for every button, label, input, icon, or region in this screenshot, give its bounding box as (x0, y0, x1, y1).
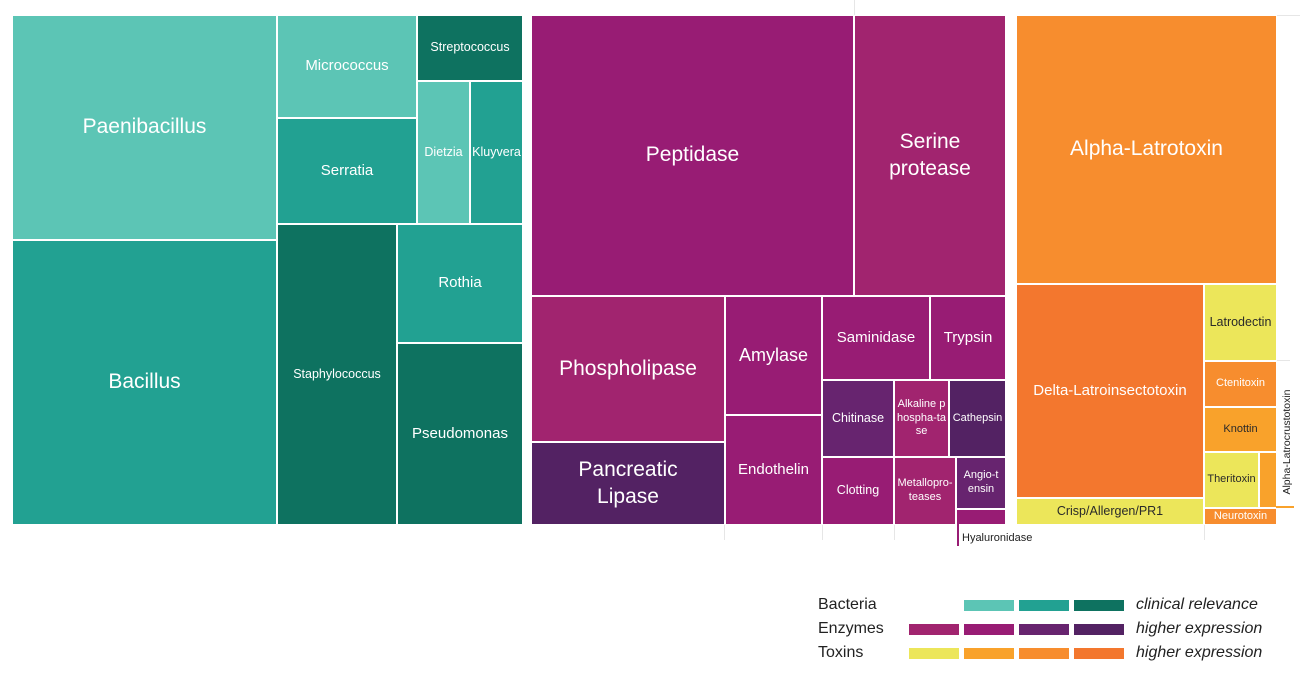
treemap-cell-dietzia: Dietzia (417, 81, 470, 224)
treemap-cell-pseudomonas: Pseudomonas (397, 343, 523, 525)
treemap-cell-alpha-latrocrustotoxin (1259, 452, 1277, 508)
treemap-cell-rothia: Rothia (397, 224, 523, 343)
treemap-cell-kluyvera: Kluyvera (470, 81, 523, 224)
treemap-cell-theritoxin: Theritoxin (1204, 452, 1259, 508)
gridline (894, 524, 895, 540)
hyaluronidase-label: Hyaluronidase (962, 532, 1033, 544)
treemap-cell-trypsin: Trypsin (930, 296, 1006, 380)
treemap-cell-cathepsin: Cathepsin (949, 380, 1006, 457)
treemap-cell-clotting: Clotting (822, 457, 894, 525)
legend-swatch (1074, 600, 1124, 611)
treemap-cell-angiotensin: Angio-tensin (956, 457, 1006, 509)
treemap-cell-alpha-latrotoxin: Alpha-Latrotoxin (1016, 15, 1277, 284)
gridline (822, 524, 823, 540)
treemap-cell-micrococcus: Micrococcus (277, 15, 417, 118)
legend-swatch (1019, 600, 1069, 611)
treemap-cell-peptidase: Peptidase (531, 15, 854, 296)
treemap-cell-serine-protease: Serine protease (854, 15, 1006, 296)
legend-swatch (1074, 648, 1124, 659)
gridline (1276, 15, 1300, 16)
gridline (724, 524, 725, 540)
gridline (1204, 524, 1205, 540)
treemap-cell-streptococcus: Streptococcus (417, 15, 523, 81)
hyaluronidase-leader-line (957, 524, 959, 546)
treemap-cell-alkaline-phosphatase: Alkaline phospha-tase (894, 380, 949, 457)
treemap-cell-phospholipase: Phospholipase (531, 296, 725, 442)
legend-note-bacteria: clinical relevance (1136, 596, 1258, 613)
treemap-cell-delta-latroinsectotoxin: Delta-Latroinsectotoxin (1016, 284, 1204, 498)
alpha-latrocrustotoxin-leader-line (1276, 506, 1294, 508)
treemap-cell-paenibacillus: Paenibacillus (12, 15, 277, 240)
legend-swatch (964, 648, 1014, 659)
legend-label-enzymes: Enzymes (818, 620, 884, 637)
treemap-cell-pancreatic-lipase: Pancreatic Lipase (531, 442, 725, 525)
legend-swatch (909, 648, 959, 659)
treemap-cell-knottin: Knottin (1204, 407, 1277, 452)
treemap-cell-neurotoxin: Neurotoxin (1204, 508, 1277, 525)
treemap-cell-ctenitoxin: Ctenitoxin (1204, 361, 1277, 407)
legend-swatch (1074, 624, 1124, 635)
treemap-cell-amylase: Amylase (725, 296, 822, 415)
legend-note-enzymes: higher expression (1136, 620, 1263, 637)
legend-swatch (1019, 624, 1069, 635)
angiotensin-label: Angio-tensin (963, 469, 999, 495)
treemap-cell-crisp-allergen-pr1: Crisp/Allergen/PR1 (1016, 498, 1204, 525)
treemap-cell-saminidase: Saminidase (822, 296, 930, 380)
treemap-cell-staphylococcus: Staphylococcus (277, 224, 397, 525)
alpha-latrocrustotoxin-label: Alpha-Latrocrustotoxin (1281, 389, 1293, 495)
metalloproteases-label: Metallopro-teases (897, 477, 953, 503)
alkaline-phosphatase-label: Alkaline phospha-tase (897, 397, 946, 438)
treemap-cell-latrodectin: Latrodectin (1204, 284, 1277, 361)
legend-label-toxins: Toxins (818, 644, 864, 661)
treemap-cell-serratia: Serratia (277, 118, 417, 224)
treemap-cell-chitinase: Chitinase (822, 380, 894, 457)
legend-swatch (964, 600, 1014, 611)
treemap-cell-hyaluronidase (956, 509, 1006, 525)
legend-swatch (964, 624, 1014, 635)
gridline (854, 0, 855, 15)
treemap-cell-metalloproteases: Metallopro-teases (894, 457, 956, 525)
treemap-cell-bacillus: Bacillus (12, 240, 277, 525)
treemap-cell-endothelin: Endothelin (725, 415, 822, 525)
legend-swatch (1019, 648, 1069, 659)
legend-swatch (909, 624, 959, 635)
legend-note-toxins: higher expression (1136, 644, 1263, 661)
gridline (1276, 360, 1290, 361)
legend-label-bacteria: Bacteria (818, 596, 877, 613)
